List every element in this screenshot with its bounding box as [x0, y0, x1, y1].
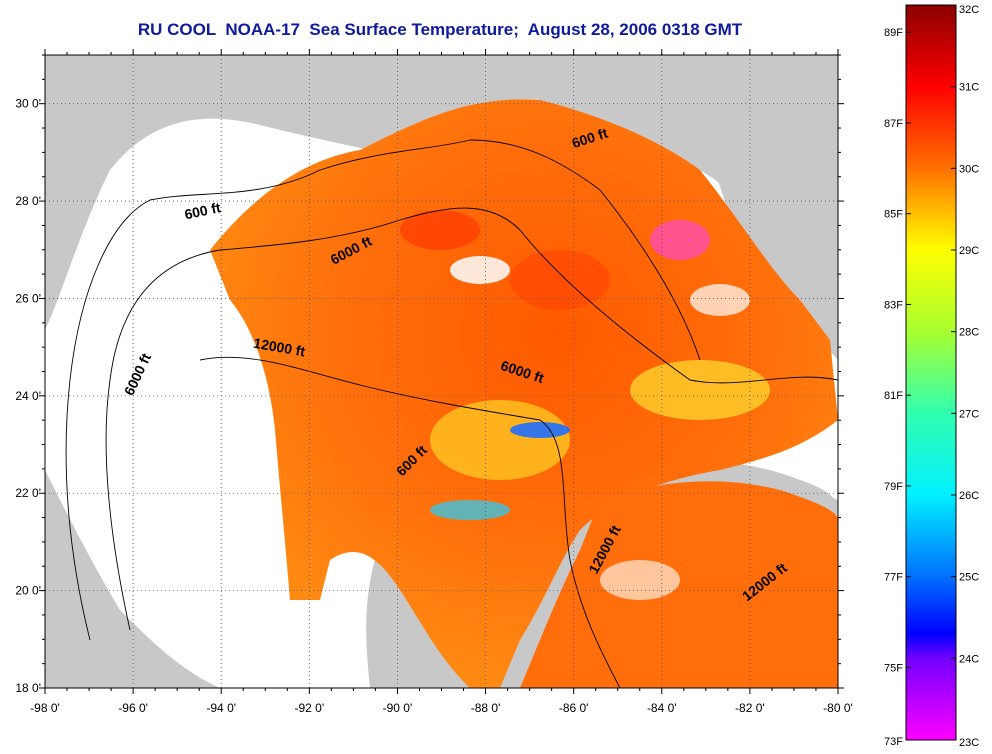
lon-tick-label: -92 0': [295, 701, 325, 715]
sst-cyan-patch: [430, 500, 510, 520]
latitude-labels: 30 0' 28 0' 26 0' 24 0' 22 0' 20 0' 18 0': [15, 97, 41, 695]
lat-tick-label: 28 0': [15, 194, 41, 208]
sst-swath-south: [520, 481, 838, 688]
lat-tick-label: 30 0': [15, 97, 41, 111]
celsius-label: 28C: [959, 327, 979, 339]
lon-tick-label: -80 0': [823, 701, 853, 715]
sst-cold-patch: [510, 422, 570, 438]
contour-label: 600 ft: [183, 199, 222, 222]
lat-tick-label: 20 0': [15, 584, 41, 598]
lon-tick-label: -86 0': [559, 701, 589, 715]
lon-tick-label: -84 0': [647, 701, 677, 715]
contour-12000ft: [199, 356, 621, 688]
celsius-label: 32C: [959, 4, 979, 16]
celsius-label: 24C: [959, 653, 979, 665]
lon-tick-label: -90 0': [383, 701, 413, 715]
celsius-label: 31C: [959, 82, 979, 94]
celsius-label: 27C: [959, 408, 979, 420]
lon-tick-label: -88 0': [471, 701, 501, 715]
lon-tick-label: -82 0': [735, 701, 765, 715]
florida-land: [700, 55, 835, 346]
celsius-label: 30C: [959, 163, 979, 175]
lat-tick-label: 26 0': [15, 291, 41, 305]
sst-magenta-patch: [650, 220, 710, 260]
celsius-label: 25C: [959, 572, 979, 584]
axis-ticks: [39, 49, 844, 694]
fahrenheit-label: 75F: [884, 662, 903, 674]
cloud-gap-2: [690, 284, 750, 316]
map-title: RU COOL NOAA-17 Sea Surface Temperature;…: [137, 20, 743, 39]
fahrenheit-label: 81F: [884, 390, 903, 402]
fahrenheit-label: 89F: [884, 27, 903, 39]
cloud-gap: [450, 256, 510, 284]
lat-tick-label: 22 0': [15, 486, 41, 500]
celsius-label: 29C: [959, 245, 979, 257]
fahrenheit-label: 79F: [884, 481, 903, 493]
fahrenheit-label: 73F: [884, 736, 903, 748]
sst-yellow-band: [630, 360, 770, 420]
fahrenheit-label: 83F: [884, 299, 903, 311]
fahrenheit-labels: 89F 87F 85F 83F 81F 79F 77F 75F 73F: [884, 27, 911, 748]
celsius-label: 26C: [959, 490, 979, 502]
lon-tick-label: -94 0': [206, 701, 236, 715]
celsius-labels: 32C 31C 30C 29C 28C 27C 26C 25C 24C 23C: [951, 4, 979, 749]
sst-red-patch: [400, 210, 480, 250]
lat-tick-label: 18 0': [15, 681, 41, 695]
cloud-gap-3: [600, 560, 680, 600]
fahrenheit-label: 77F: [884, 572, 903, 584]
sst-red-patch-2: [510, 250, 610, 310]
colorbar-scale: [905, 4, 957, 741]
fahrenheit-label: 85F: [884, 209, 903, 221]
celsius-label: 23C: [959, 737, 979, 749]
lon-tick-label: -96 0': [118, 701, 148, 715]
lat-tick-label: 24 0': [15, 389, 41, 403]
graticule: [45, 55, 838, 688]
contour-6000ft: [105, 207, 838, 631]
sst-warm-yellow-patch: [430, 400, 570, 480]
longitude-labels: -98 0' -96 0' -94 0' -92 0' -90 0' -88 0' -86 …: [30, 701, 853, 715]
contour-600ft: [65, 139, 701, 641]
fahrenheit-label: 87F: [884, 118, 903, 130]
lon-tick-label: -98 0': [30, 701, 60, 715]
